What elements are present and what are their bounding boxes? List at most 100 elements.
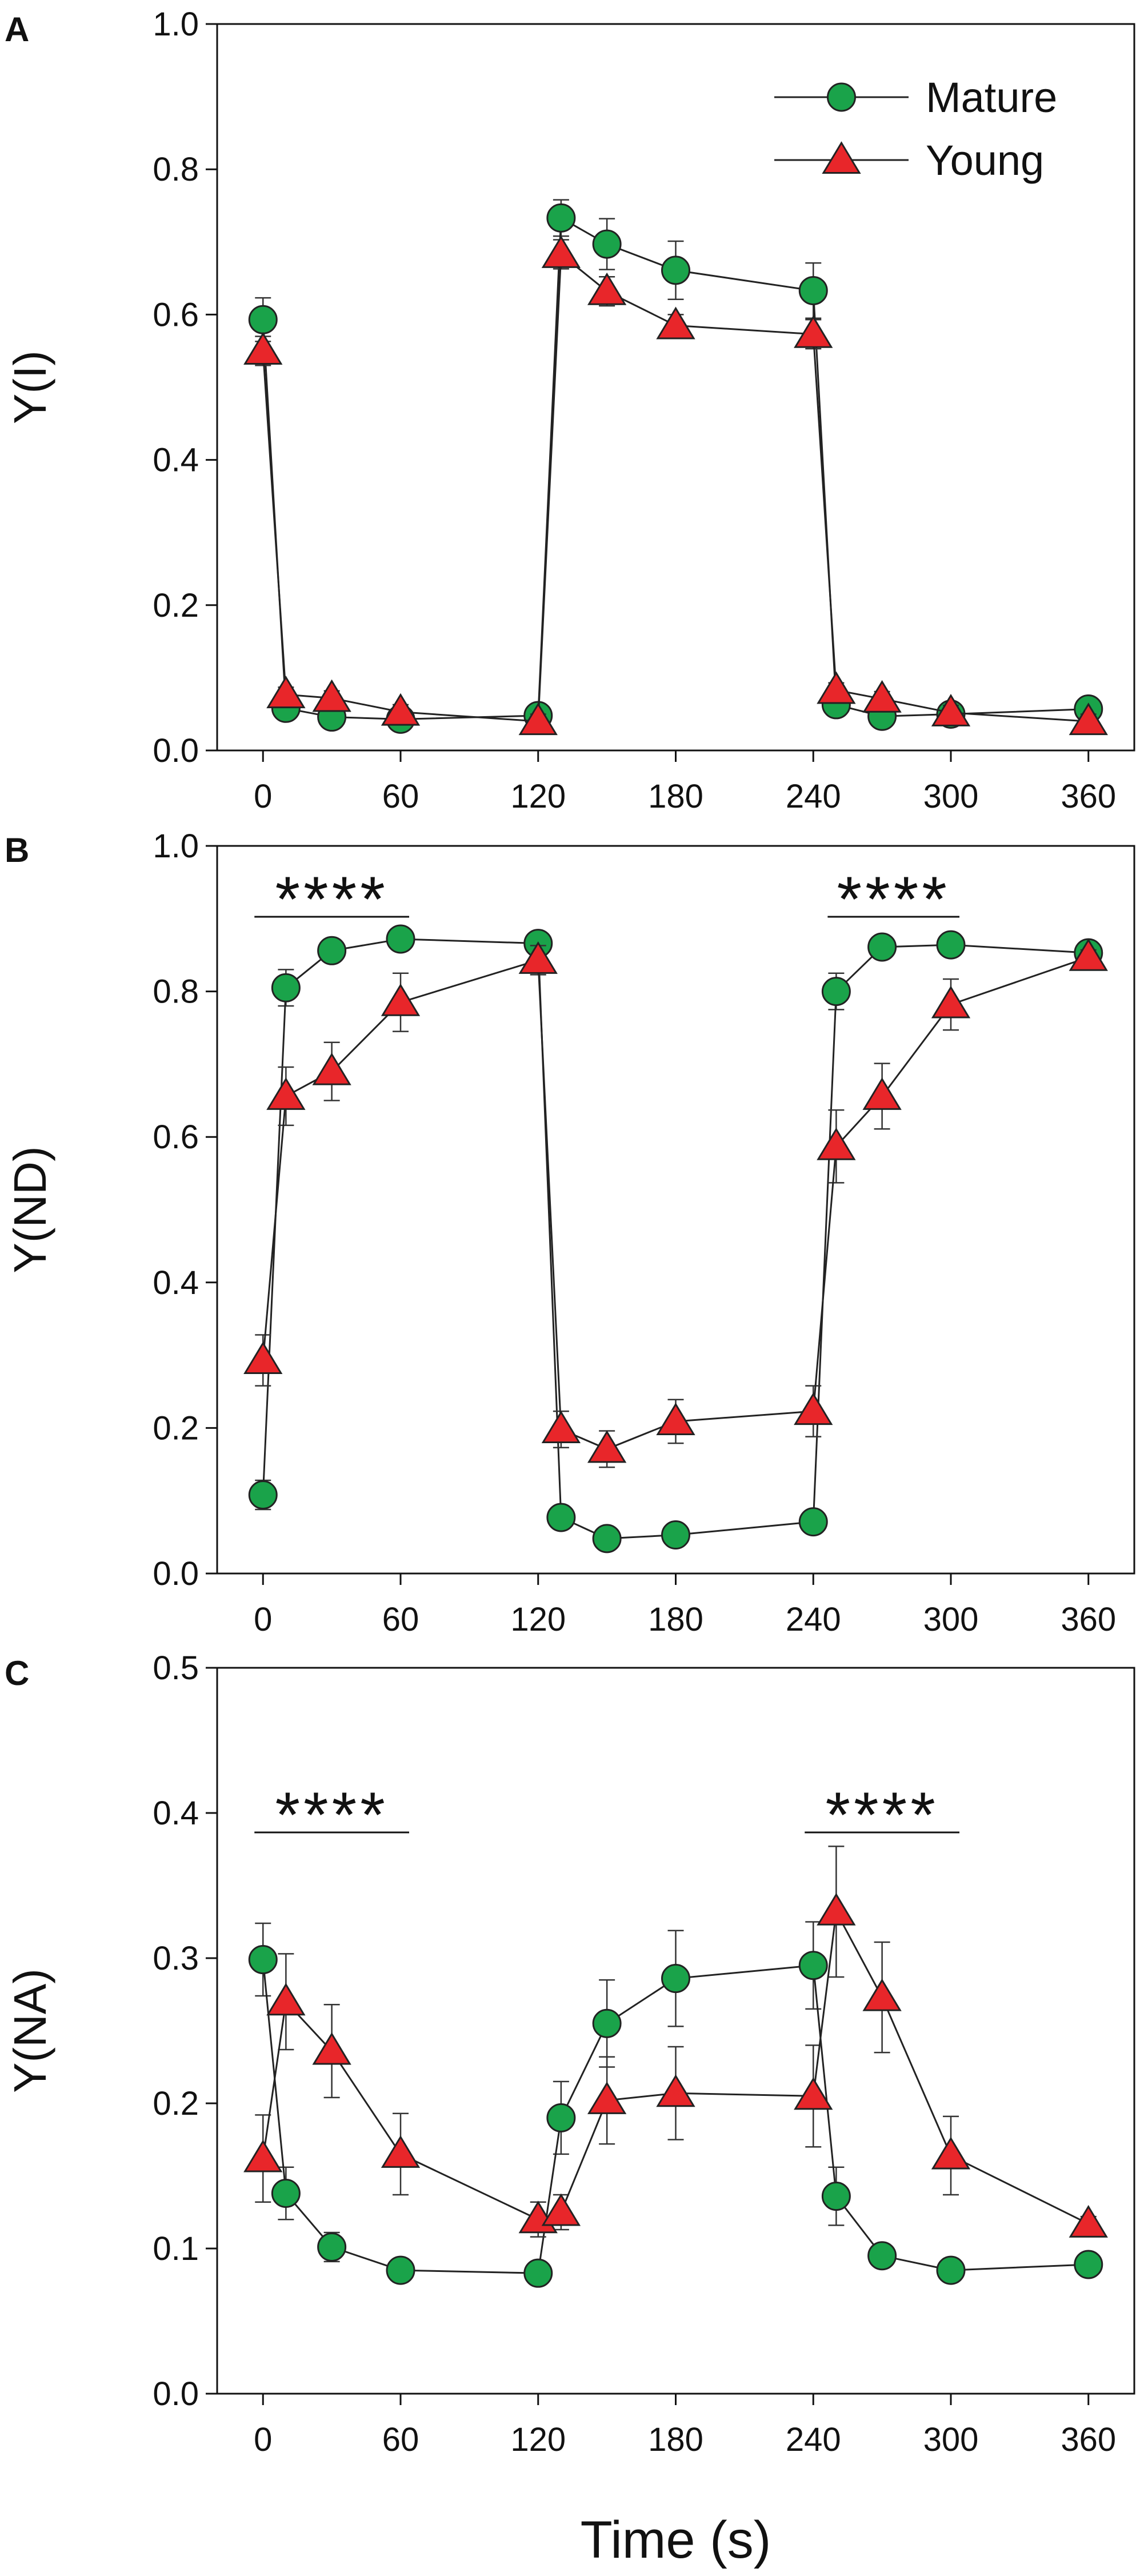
plot-frame	[216, 1667, 1135, 2395]
young-point	[541, 235, 581, 268]
young-point	[1069, 702, 1108, 736]
plot-frame	[216, 845, 1135, 1575]
mature-point	[248, 1480, 278, 1510]
young-point	[266, 1077, 306, 1110]
y-tick-label: 0.3	[153, 1940, 199, 1977]
young-point	[1069, 938, 1108, 971]
mature-point	[386, 924, 415, 954]
y-tick-label: 1.0	[153, 828, 199, 865]
legend-label-mature: Mature	[926, 74, 1057, 121]
mature-point	[661, 1520, 690, 1550]
y-tick-label: 0.6	[153, 1119, 199, 1156]
young-point	[817, 1892, 856, 1926]
young-point	[587, 272, 627, 305]
mature-point	[867, 2241, 897, 2271]
mature-point	[821, 2182, 851, 2211]
y-tick-label: 0.0	[153, 732, 199, 769]
mature-point	[592, 1524, 622, 1553]
mature-point	[661, 1964, 690, 1994]
y-tick-label: 0.4	[153, 1264, 199, 1301]
y-tick-label: 0.0	[153, 2375, 199, 2413]
mature-point	[936, 2255, 966, 2285]
significance-stars: ****	[837, 864, 950, 935]
panel-a: A 0.0 0.2 0.4 0.6 0.8 1.0 0 60 120 180 240 300 360 Y(I…	[5, 6, 1135, 815]
young-point	[817, 1127, 856, 1160]
y-tick-label: 1.0	[153, 6, 199, 43]
x-tick-label: 0	[254, 2421, 272, 2458]
young-point	[794, 1392, 833, 1425]
mature-point	[317, 2232, 347, 2262]
mature-point	[271, 2178, 301, 2208]
x-tick-label: 0	[254, 778, 272, 815]
x-tick-label: 120	[510, 778, 566, 815]
young-point	[656, 1403, 695, 1435]
young-point	[587, 2082, 627, 2114]
mature-point	[248, 1945, 278, 1975]
mature-point	[867, 932, 897, 962]
mature-point	[248, 305, 278, 334]
mature-point	[1074, 2250, 1103, 2279]
y-axis-title: Y(I)	[5, 350, 55, 424]
y-tick-label: 0.8	[153, 973, 199, 1011]
mature-point	[523, 2258, 553, 2288]
x-tick-label: 360	[1061, 2421, 1116, 2458]
mature-point	[546, 1503, 576, 1532]
plot-frame	[216, 23, 1135, 752]
x-tick-label: 300	[923, 2421, 979, 2458]
x-tick-label: 300	[923, 778, 979, 815]
young-point	[862, 680, 902, 713]
x-tick-label: 0	[254, 1601, 272, 1638]
x-tick-label: 180	[648, 1601, 703, 1638]
y-tick-label: 0.0	[153, 1555, 199, 1592]
y-tick-label: 0.4	[153, 1795, 199, 1832]
x-tick-label: 120	[510, 1601, 566, 1638]
mature-point	[546, 203, 576, 233]
x-tick-label: 180	[648, 778, 703, 815]
young-point	[931, 985, 971, 1019]
legend-marker-mature	[827, 82, 856, 112]
young-point	[243, 332, 283, 365]
significance-stars: ****	[825, 1779, 938, 1851]
young-point	[518, 941, 558, 974]
young-point	[266, 1983, 306, 2016]
mature-point	[798, 1507, 828, 1537]
young-point	[587, 1430, 627, 1463]
x-tick-label: 60	[382, 778, 419, 815]
mature-point	[798, 1951, 828, 1980]
x-axis-title: Time (s)	[581, 2511, 771, 2569]
young-point	[541, 1411, 581, 1443]
y-tick-label: 0.8	[153, 151, 199, 188]
mature-point	[592, 2008, 622, 2038]
young-point	[656, 2074, 695, 2107]
y-tick-label: 0.2	[153, 1409, 199, 1447]
mature-point	[386, 2255, 415, 2285]
young-point	[817, 671, 856, 704]
young-point	[381, 2135, 421, 2168]
y-tick-label: 0.2	[153, 2085, 199, 2122]
mature-point	[661, 255, 690, 285]
significance-stars: ****	[275, 864, 388, 935]
mature-point	[821, 977, 851, 1007]
young-point	[266, 676, 306, 709]
young-point	[794, 2077, 833, 2110]
young-point	[518, 702, 558, 736]
mature-point	[546, 2103, 576, 2132]
panel-letter-b: B	[5, 831, 29, 869]
mature-point	[592, 229, 622, 259]
x-tick-label: 300	[923, 1601, 979, 1638]
x-tick-label: 120	[510, 2421, 566, 2458]
x-tick-label: 360	[1061, 778, 1116, 815]
x-tick-label: 240	[786, 2421, 841, 2458]
mature-point	[317, 936, 347, 965]
y-tick-label: 0.2	[153, 587, 199, 624]
young-point	[312, 1052, 351, 1085]
x-tick-label: 240	[786, 1601, 841, 1638]
young-series-line	[262, 956, 1089, 1450]
mature-point	[798, 275, 828, 305]
young-point	[312, 679, 351, 712]
young-point	[243, 2139, 283, 2172]
panel-b: B 0.0 0.2 0.4 0.6 0.8 1.0 0 60 120 180 240 300 360 Y(N…	[5, 828, 1135, 1638]
young-point	[381, 983, 421, 1016]
significance-stars: ****	[275, 1779, 388, 1851]
